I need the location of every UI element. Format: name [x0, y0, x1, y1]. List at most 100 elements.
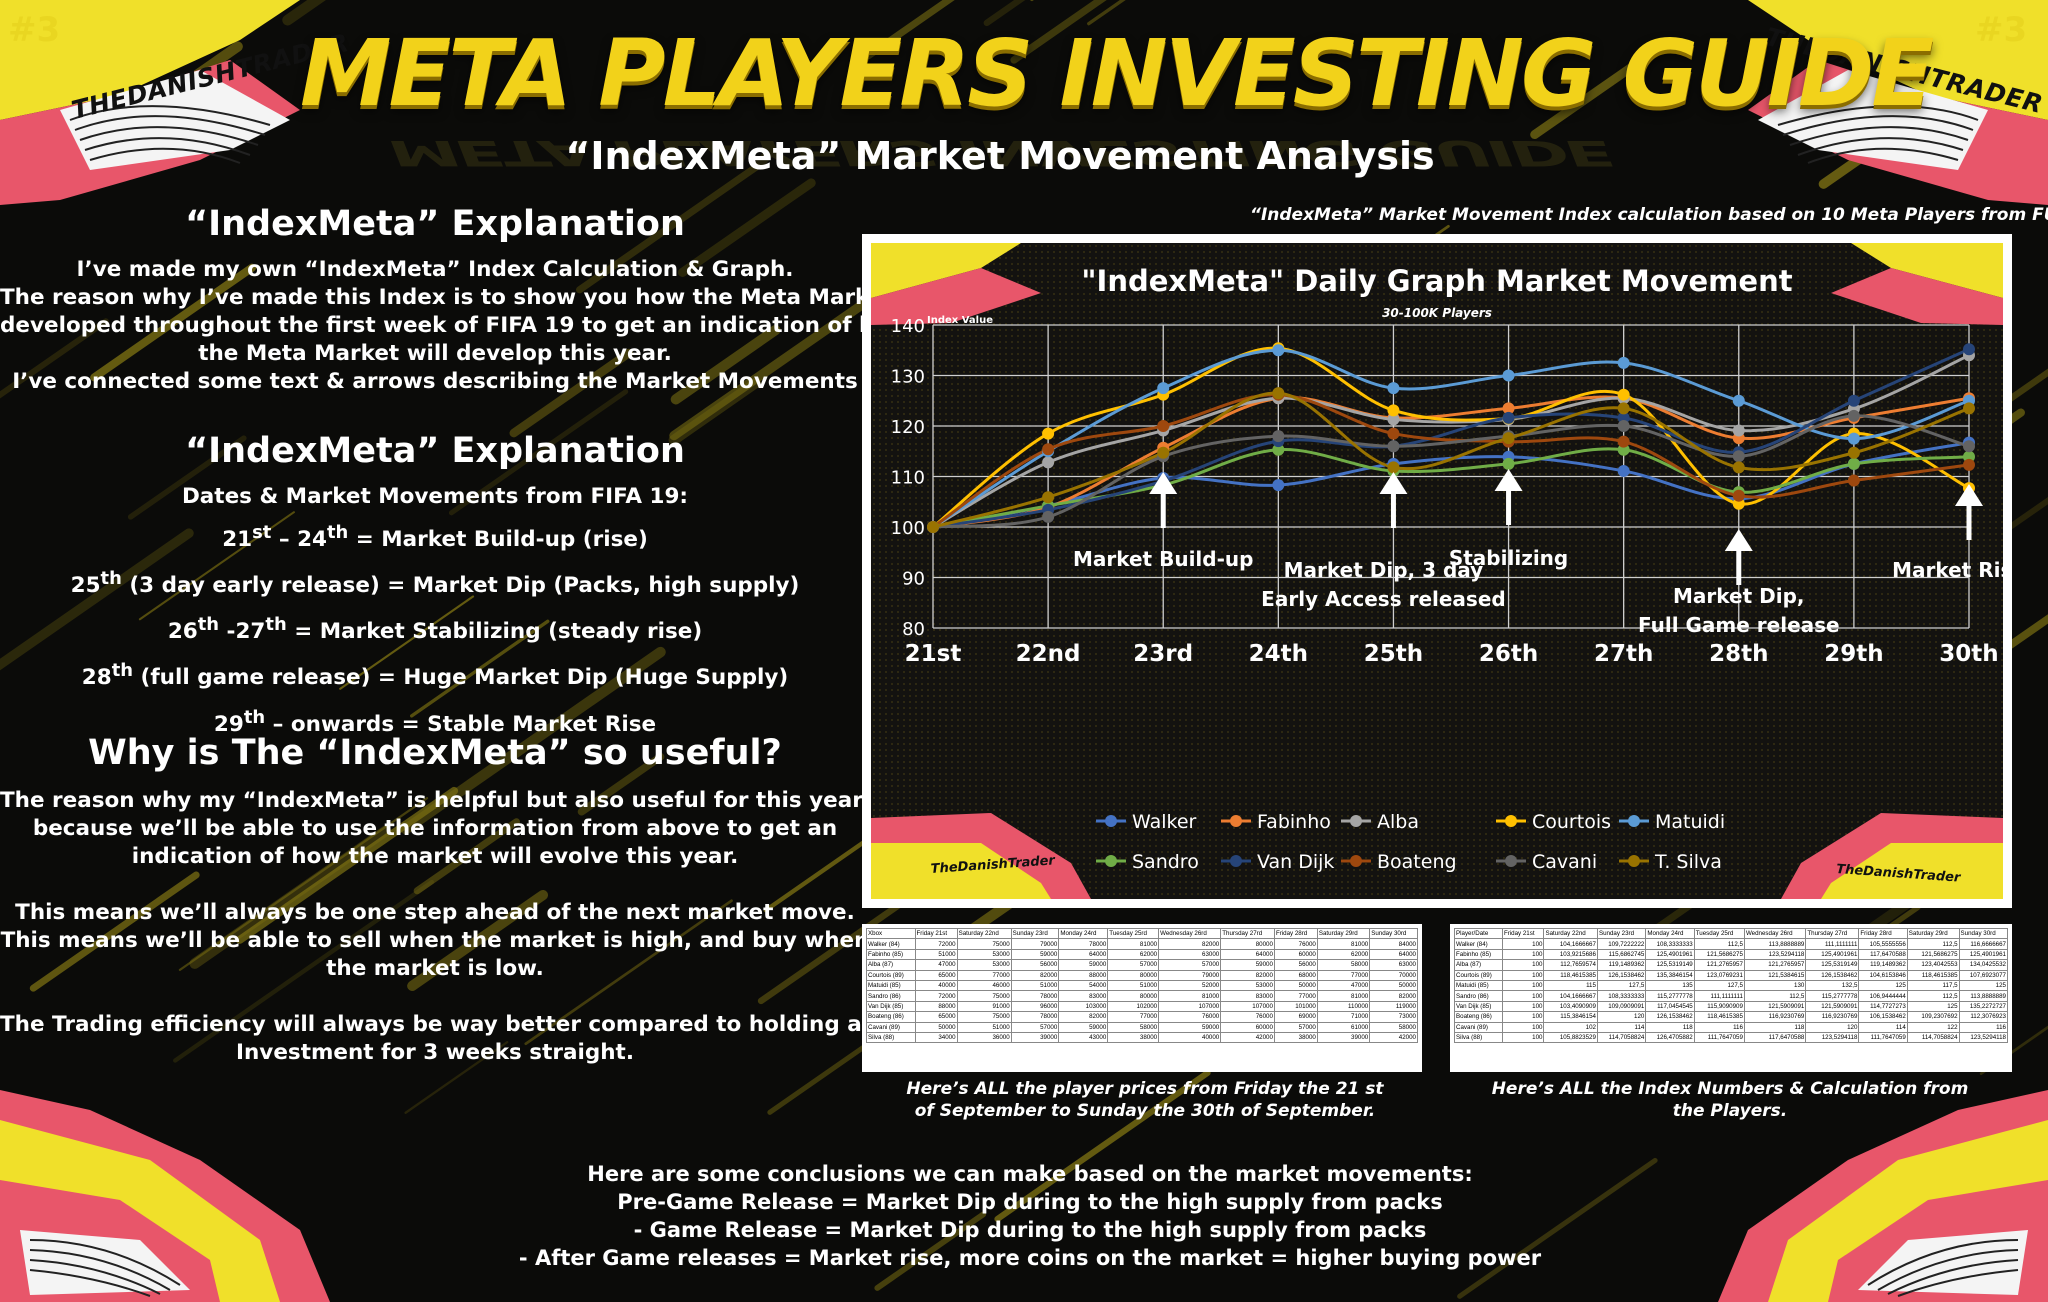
index-table-row: Matuidi (85) 100 115 127,5 135 127,5 130 132,5 1…	[1454, 979, 2009, 992]
data-point	[1157, 382, 1170, 395]
price-table-cell: Silva (88)	[866, 1031, 916, 1044]
index-table-cell: 112,5	[1906, 938, 1960, 950]
index-table-cell: 102	[1543, 1021, 1598, 1033]
price-table-cell: 77000	[1107, 1011, 1160, 1023]
price-table: Xbox Friday 21st Saturday 22nd Sunday 23rd M…	[866, 927, 1418, 1044]
explanation-1-line: I’ve made my own “IndexMeta” Index Calcu…	[76, 257, 794, 282]
index-table-cell: 111,7647059	[1693, 1031, 1745, 1044]
price-table-cell: 59000	[1220, 959, 1275, 971]
index-table-cell: 127,5	[1693, 979, 1745, 992]
price-table-cell: 79000	[1158, 969, 1222, 981]
data-point	[1387, 404, 1400, 417]
index-table-cell: Cavani (89)	[1454, 1021, 1503, 1033]
data-point	[1963, 440, 1975, 453]
price-table-row: Fabinho (85) 51000 53000 59000 64000 62000 630…	[866, 948, 1418, 961]
price-table-cell: 64000	[1058, 948, 1109, 961]
legend-label: Walker	[1132, 811, 1197, 833]
price-table-cell: 38000	[1107, 1031, 1160, 1044]
index-table-cell: Friday 28rd	[1858, 927, 1908, 940]
dates-item: 21st – 24th = Market Build-up (rise)	[222, 522, 648, 553]
index-table-cell: 121,5909091	[1805, 1000, 1860, 1013]
index-table-cell: 100	[1501, 990, 1545, 1002]
price-table-cell: 102000	[1107, 1000, 1160, 1013]
price-table-cell: 61000	[1316, 1021, 1371, 1033]
legend-marker	[1105, 855, 1117, 867]
data-point	[1272, 387, 1285, 400]
data-point	[1617, 435, 1630, 448]
data-point	[1042, 427, 1055, 440]
index-table-cell: 123,4042553	[1906, 959, 1960, 971]
data-point	[1617, 420, 1630, 432]
corner-decoration-bottom-left	[0, 1090, 330, 1302]
index-table-cell: 122	[1906, 1021, 1960, 1033]
price-table-cell: 47000	[914, 959, 958, 971]
price-table-cell: 59000	[1058, 959, 1109, 971]
price-table-cell: 78000	[1010, 1011, 1060, 1023]
index-table-cell: 103,9215686	[1543, 948, 1598, 961]
data-point	[1042, 491, 1055, 504]
price-table-cell: Saturday 29rd	[1316, 927, 1371, 940]
price-table-cell: 57000	[1107, 959, 1160, 971]
dates-item: 29th – onwards = Stable Market Rise	[213, 706, 657, 737]
index-table-cell: 119,1489362	[1596, 959, 1647, 971]
index-table-cell: 118,4615385	[1693, 1011, 1745, 1023]
data-point	[1963, 402, 1975, 415]
index-table-cell: 114	[1858, 1021, 1908, 1033]
why-useful-line: This means we’ll always be one step ahea…	[15, 900, 855, 925]
index-table-cell: 125,5319149	[1805, 959, 1860, 971]
index-table-cell: 106,9444444	[1858, 990, 1908, 1002]
legend-label: Cavani	[1532, 851, 1597, 873]
price-table-cell: 68000	[1273, 969, 1318, 981]
index-table-cell: 114,7058824	[1906, 1031, 1960, 1044]
annotation-label: Market Rise	[1892, 558, 2003, 582]
price-table-cell: 50000	[1369, 979, 1418, 992]
index-table-row: Walker (84) 100 104,1666667 109,7222222 108,…	[1454, 938, 2009, 950]
legend-label: Van Dijk	[1257, 851, 1334, 873]
price-table-cell: 40000	[1158, 1031, 1222, 1044]
index-table-cell: 107,6923077	[1958, 969, 2009, 981]
data-point	[1963, 343, 1975, 356]
index-table-cell: 109,0909091	[1596, 1000, 1647, 1013]
index-table-cell: 117,0454545	[1645, 1000, 1695, 1013]
price-table-cell: 43000	[1058, 1031, 1109, 1044]
price-table-cell: 53000	[956, 948, 1012, 961]
price-table-cell: 39000	[1010, 1031, 1060, 1044]
index-table-cell: 115	[1543, 979, 1598, 992]
index-table-cell: 125,4901961	[1805, 948, 1860, 961]
index-table-cell: 104,1666667	[1543, 990, 1598, 1002]
index-table-cell: 116	[1958, 1021, 2009, 1033]
price-table-cell: 42000	[1369, 1031, 1418, 1044]
why-useful-line: indication of how the market will evolve…	[131, 844, 739, 869]
chart-corner-decorations	[871, 243, 2003, 899]
index-table-cell: Fabinho (85)	[1454, 948, 1503, 961]
data-point	[1502, 457, 1515, 470]
index-table-cell: 126,1538462	[1645, 1011, 1695, 1023]
index-table-row: Sandro (86) 100 104,1666667 108,3333333 115,…	[1454, 990, 2009, 1002]
data-point	[1387, 427, 1400, 440]
data-point	[1847, 457, 1860, 470]
price-table-cell: 81000	[1316, 990, 1371, 1002]
index-table-cell: 114,7727273	[1858, 1000, 1908, 1013]
price-table-cell: 107000	[1158, 1000, 1222, 1013]
index-table-cell: 126,1538462	[1805, 969, 1860, 981]
price-table-cell: 54000	[1058, 979, 1109, 992]
data-point	[1617, 402, 1630, 415]
annotation-arrowhead	[1494, 469, 1523, 491]
price-table-cell: 76000	[1158, 1011, 1222, 1023]
price-table-cell: 64000	[1369, 948, 1418, 961]
index-table-cell: 125	[1958, 979, 2009, 992]
series-line	[932, 414, 1970, 529]
index-table-cell: 121,5686275	[1906, 948, 1960, 961]
index-table-cell: 108,3333333	[1596, 990, 1647, 1002]
index-table-cell: 115,3846154	[1543, 1011, 1598, 1023]
price-table-cell: 88000	[1058, 969, 1109, 981]
price-table-cell: 65000	[914, 969, 958, 981]
price-table-cell: 59000	[1010, 948, 1060, 961]
price-table-cell: 65000	[914, 1011, 958, 1023]
chart-frame: "IndexMeta" Daily Graph Market Movement …	[862, 234, 2012, 908]
index-table-cell: 100	[1501, 1021, 1545, 1033]
why-useful-line: Investment for 3 weeks straight.	[236, 1040, 634, 1065]
price-table-row: Alba (87) 47000 53000 56000 59000 57000 57000 5…	[866, 959, 1418, 971]
x-tick-label: 30th	[1939, 641, 1998, 667]
series-line	[932, 391, 1970, 529]
